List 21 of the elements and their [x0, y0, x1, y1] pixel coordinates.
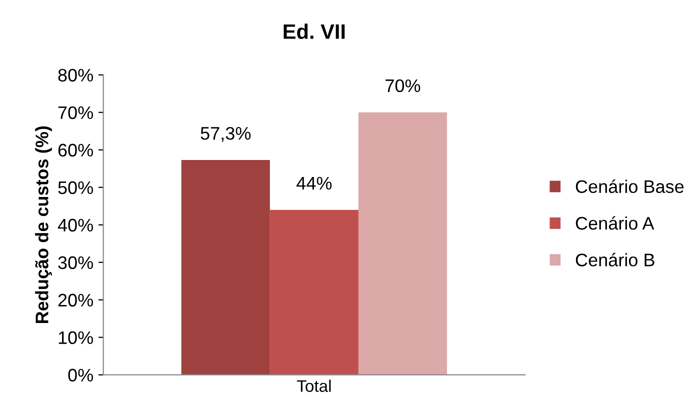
legend-label: Cenário B	[576, 252, 654, 266]
y-tick-label: 80%	[58, 68, 93, 82]
x-tick-label: Total	[296, 380, 331, 392]
y-axis-title: Redução de custos (%)	[35, 126, 52, 323]
y-tick-label: 10%	[58, 331, 93, 344]
data-label: 44%	[296, 176, 332, 190]
y-tick-label: 0%	[68, 368, 93, 382]
y-tick-label: 70%	[58, 106, 93, 120]
data-label: 70%	[386, 79, 420, 92]
y-tick-label: 50%	[58, 181, 93, 194]
legend-label: Cenário A	[576, 216, 654, 230]
data-label: 57,3%	[200, 126, 251, 142]
y-tick-label: 60%	[58, 144, 93, 157]
bar	[358, 112, 448, 375]
y-tick-label: 20%	[58, 294, 93, 307]
legend-label: Cenário Base	[576, 180, 684, 194]
chart-title: Ed. VII	[284, 24, 345, 39]
y-tick-label: 30%	[58, 256, 93, 270]
bar	[270, 210, 358, 375]
y-tick-label: 40%	[58, 218, 93, 232]
bar	[181, 160, 270, 375]
